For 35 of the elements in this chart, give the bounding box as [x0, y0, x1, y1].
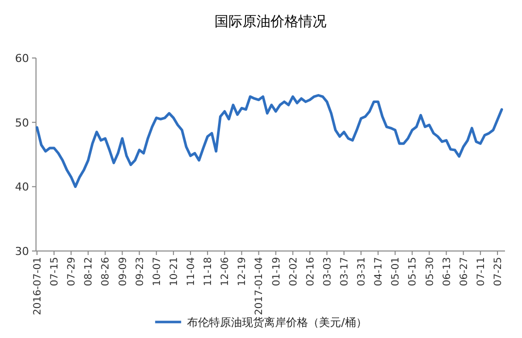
x-tick-label: 02-16 [305, 257, 316, 286]
x-tick-label: 10-07 [152, 257, 163, 286]
x-tick-label: 11-04 [186, 257, 197, 286]
x-tick-label: 05-30 [424, 257, 436, 286]
y-tick-label: 50 [15, 116, 29, 130]
x-tick-label: 04-17 [374, 257, 385, 286]
x-tick-label: 05-01 [390, 257, 402, 286]
line-series [36, 94, 504, 188]
legend-label: 布伦特原油现货离岸价格（美元/桶） [187, 316, 367, 329]
x-tick-label: 07-15 [50, 257, 61, 286]
y-tick-label: 30 [15, 245, 29, 258]
x-tick-label: 08-26 [100, 257, 112, 286]
x-tick-label: 06-13 [442, 257, 453, 286]
x-tick-label: 05-15 [408, 257, 419, 286]
x-tick-label: 03-17 [339, 257, 350, 286]
x-tick-label: 08-12 [84, 257, 95, 286]
y-tick-label: 40 [15, 180, 29, 194]
x-tick-label: 09-23 [134, 257, 146, 286]
x-tick-label: 07-25 [492, 257, 504, 286]
x-tick-label: 11-18 [203, 257, 214, 286]
x-tick-label: 10-21 [168, 257, 180, 286]
x-tick-label: 07-11 [476, 257, 487, 286]
x-tick-label: 2016-07-01 [32, 257, 44, 316]
y-tick-label: 60 [15, 52, 29, 65]
x-tick-label: 07-29 [66, 257, 78, 286]
x-tick-label: 03-03 [322, 257, 334, 286]
x-tick-label: 12-19 [237, 257, 248, 286]
x-tick-label: 06-27 [458, 257, 470, 286]
x-tick-label: 09-09 [118, 257, 129, 286]
chart-title: 国际原油价格情况 [214, 14, 326, 30]
x-tick-label: 03-31 [356, 257, 368, 286]
x-tick-label: 2017-01-04 [254, 257, 266, 316]
x-tick-label: 12-06 [220, 257, 232, 286]
x-tick-label: 02-02 [288, 257, 300, 286]
x-tick-label: 01-19 [271, 257, 282, 286]
